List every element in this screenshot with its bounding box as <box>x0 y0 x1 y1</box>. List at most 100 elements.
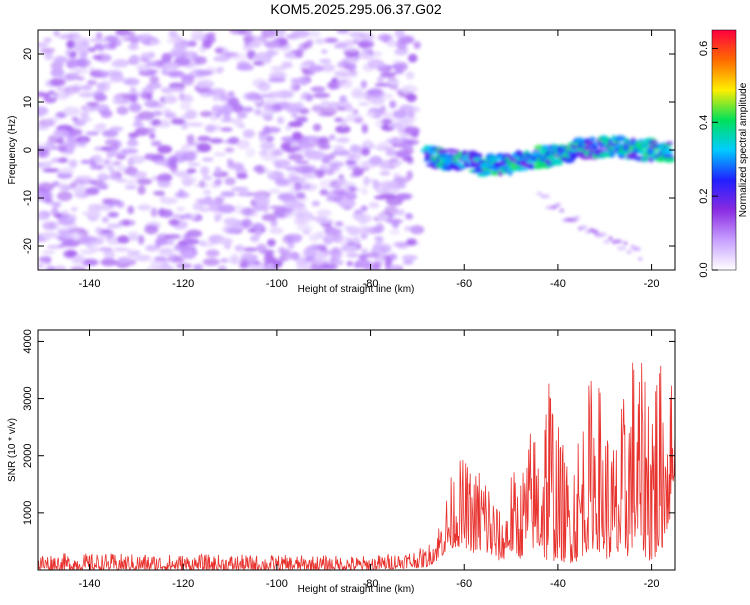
colorbar-tick-label: 0.4 <box>698 115 710 130</box>
spectrogram-cell <box>55 137 65 145</box>
spectrogram-cell <box>386 264 400 270</box>
spectrogram-cell <box>150 207 158 218</box>
spectrogram-x-axis-label: Height of straight line (km) <box>298 284 415 295</box>
spectrogram-cell <box>438 148 448 154</box>
spectrogram-cell <box>72 138 85 143</box>
spectrogram-cell <box>100 80 113 85</box>
spectrogram-cell <box>323 235 334 245</box>
spectrogram-cell <box>237 111 248 119</box>
spectrogram-cell <box>261 213 279 222</box>
spectrogram-cell <box>38 256 52 263</box>
spectrogram-cell <box>324 250 341 255</box>
spectrogram-cell <box>38 91 47 98</box>
spectrogram-cell <box>288 121 303 128</box>
spectrogram-cell <box>357 226 372 235</box>
spectrogram-cell <box>357 41 375 49</box>
spectrogram-cell <box>38 212 46 219</box>
spectrogram-cell <box>52 115 60 123</box>
spectrogram-cell <box>156 175 164 182</box>
spectrogram-cell <box>160 209 174 218</box>
spectrogram-cell <box>360 248 368 254</box>
spectrogram-cell <box>316 209 332 218</box>
spectrogram-cell <box>369 88 385 99</box>
spectrogram-cell <box>124 179 139 185</box>
spectrogram-cell <box>298 142 308 149</box>
spectrogram-cell <box>185 238 200 245</box>
spectrogram-cell <box>242 106 254 113</box>
spectrogram-cell <box>360 205 368 212</box>
spectrogram-cell <box>373 242 382 250</box>
spectrogram-cell <box>95 32 103 39</box>
spectrogram-cell <box>348 186 357 192</box>
spectrogram-cell <box>168 218 180 226</box>
spectrogram-cell <box>360 147 370 156</box>
spectrogram-cell <box>406 106 421 113</box>
spectrogram-cell <box>144 153 157 160</box>
spectrogram-cell <box>214 166 222 174</box>
spectrogram-cell <box>93 154 102 162</box>
spectrogram-cell <box>122 219 130 227</box>
spectrogram-cell <box>603 239 610 244</box>
spectrogram-cell <box>230 253 239 262</box>
spectrogram-cell <box>224 177 236 186</box>
spectrogram-cell <box>202 40 212 49</box>
spectrogram-cell <box>126 139 139 147</box>
spectrogram-cell <box>295 192 306 200</box>
spectrogram-cell <box>166 37 183 44</box>
spectrogram-cell <box>662 147 674 155</box>
spectrogram-cell <box>360 80 368 89</box>
spectrogram-cell <box>269 227 284 235</box>
spectrogram-cell <box>403 225 416 232</box>
spectrogram-cell <box>190 35 208 41</box>
spectrogram-cell <box>89 246 100 253</box>
spectrogram-cell <box>98 229 112 235</box>
spectrogram-cell <box>66 58 84 67</box>
spectrogram-cell <box>117 235 130 244</box>
colorbar-gradient <box>711 29 737 271</box>
spectrogram-cell <box>253 98 263 105</box>
spectrogram-cell <box>170 87 185 93</box>
spectrogram-cell <box>181 250 196 260</box>
spectrogram-cell <box>614 135 627 142</box>
spectrogram-cell <box>402 259 414 265</box>
spectrogram-cell <box>389 228 401 236</box>
spectrogram-x-tick-label: -100 <box>266 278 288 290</box>
spectrogram-cell <box>319 189 328 196</box>
spectrogram-cell <box>38 106 49 116</box>
spectrogram-cell <box>198 200 217 206</box>
spectrogram-cell <box>38 42 49 48</box>
spectrogram-cell <box>652 147 660 151</box>
spectrogram-panel: -140 -120 -100 -80 -60 -40 -20 20 10 0 -10 -20 Hei… <box>7 29 676 295</box>
snr-series-line <box>38 362 675 570</box>
spectrogram-x-tick-label: -120 <box>172 278 194 290</box>
spectrogram-cell <box>51 207 59 217</box>
spectrogram-cell <box>337 136 350 144</box>
spectrogram-cell <box>249 235 260 242</box>
spectrogram-cell <box>406 238 417 246</box>
spectrogram-cell <box>164 234 181 240</box>
spectrogram-cell <box>317 219 334 225</box>
snr-y-tick-label: 3000 <box>22 386 34 410</box>
spectrogram-cell <box>387 139 404 144</box>
spectrogram-cell <box>199 110 213 118</box>
spectrogram-cell <box>601 135 607 139</box>
spectrogram-cell <box>226 227 240 234</box>
spectrogram-cell <box>347 226 361 236</box>
spectrogram-cell <box>65 49 72 56</box>
spectrogram-cell <box>146 82 162 90</box>
spectrogram-cell <box>217 265 227 270</box>
spectrogram-cell <box>93 104 110 111</box>
spectrogram-cell <box>335 125 351 134</box>
spectrogram-cell <box>384 256 393 267</box>
spectrogram-cell <box>404 116 418 121</box>
spectrogram-cell <box>241 190 248 197</box>
spectrogram-cell <box>345 159 357 165</box>
spectrogram-cell <box>379 71 396 78</box>
spectrogram-cell <box>171 118 185 125</box>
spectrogram-cell <box>349 144 360 154</box>
spectrogram-cell <box>306 30 321 38</box>
spectrogram-cell <box>409 130 419 138</box>
spectrogram-cell <box>42 191 54 199</box>
spectrogram-cell <box>93 124 105 133</box>
snr-x-tick-label: -120 <box>172 578 194 590</box>
